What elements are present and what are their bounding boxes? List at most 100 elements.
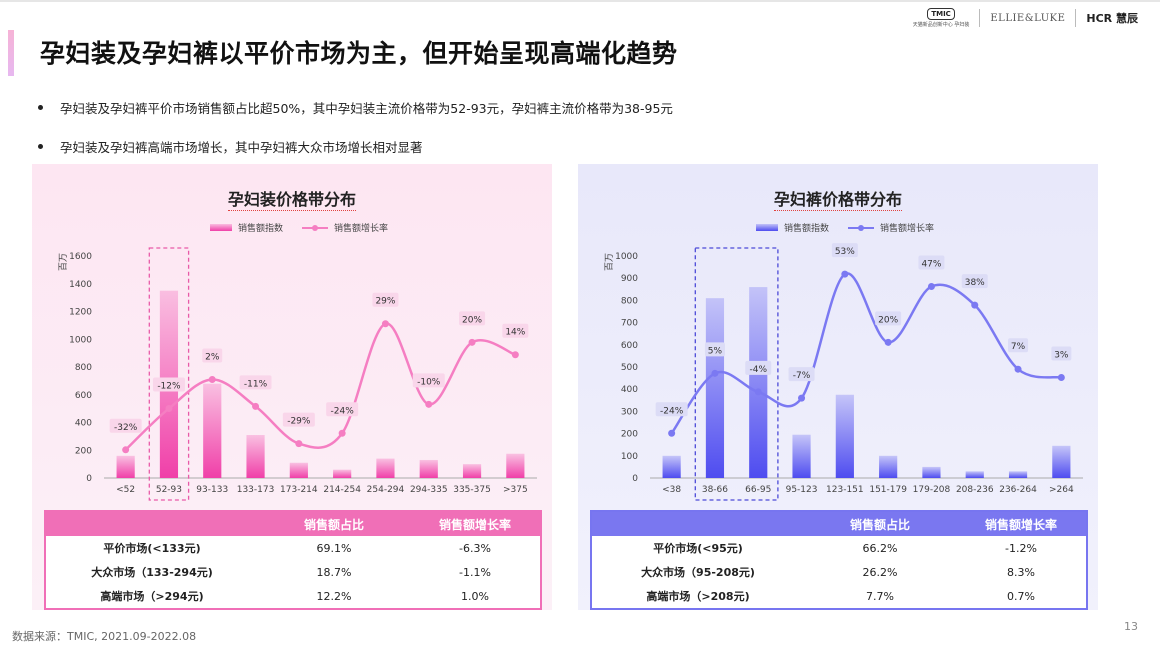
logo-group: TMIC 天猫新品创新中心 孕妇装 ELLIE&LUKE HCR 慧辰: [913, 8, 1138, 28]
table-cell: 12.2%: [258, 584, 410, 609]
x-tick-label: 236-264: [999, 485, 1037, 495]
x-tick-label: 335-375: [453, 485, 491, 495]
y-tick-label: 0: [632, 474, 638, 484]
bar: [376, 458, 395, 478]
bar: [922, 466, 941, 478]
data-label-bg: [202, 348, 223, 363]
growth-rate-label: -24%: [660, 406, 684, 416]
table-cell: 高端市场（>294元): [45, 584, 258, 609]
table-cell: -1.2%: [956, 536, 1087, 560]
growth-rate-label: 20%: [462, 315, 482, 325]
growth-rate-point: [971, 301, 979, 309]
x-tick-label: 38-66: [702, 485, 728, 495]
x-tick-label: 214-254: [323, 485, 361, 495]
table-cell: -6.3%: [410, 536, 541, 560]
x-tick-label: 208-236: [956, 485, 994, 495]
table-cell: 平价市场(<133元): [45, 536, 258, 560]
maternity-pants-panel: 孕妇裤价格带分布 销售额指数 销售额增长率 百万 0 100 200 300 400 500 60…: [578, 164, 1098, 610]
table-cell: 18.7%: [258, 560, 410, 584]
bullet-dot-icon: [38, 144, 43, 149]
y-axis-label: 百万: [604, 253, 615, 271]
x-tick-label: <38: [662, 485, 681, 495]
data-label-bg: [1008, 338, 1029, 353]
data-label-bg: [502, 323, 529, 338]
growth-rate-point: [927, 283, 935, 291]
y-tick-label: 1200: [69, 308, 92, 318]
y-tick-label: 100: [621, 452, 638, 462]
growth-rate-point: [381, 320, 389, 328]
data-source-note: 数据来源：TMIC, 2021.09-2022.08: [12, 630, 197, 643]
growth-rate-point: [425, 400, 433, 408]
chart-title: 孕妇装价格带分布: [227, 190, 356, 211]
table-header-row: 销售额占比 销售额增长率: [591, 511, 1087, 536]
x-tick-label: >264: [1049, 485, 1074, 495]
growth-rate-line: [670, 272, 1062, 434]
growth-rate-label: -32%: [114, 423, 138, 433]
tmic-logo-text: TMIC: [927, 8, 955, 20]
data-label-bg: [109, 418, 142, 433]
bar: [246, 434, 265, 478]
bar: [419, 459, 438, 478]
logo-divider: [1075, 9, 1077, 27]
legend-label: 销售额指数: [784, 222, 829, 234]
table-row: 平价市场(<133元) 69.1% -6.3%: [45, 536, 541, 560]
table-cell: 高端市场（>208元): [591, 584, 804, 609]
bar: [749, 287, 768, 478]
bar: [333, 469, 352, 478]
data-label-bg: [1051, 346, 1072, 361]
growth-rate-point: [884, 338, 892, 346]
table-row: 平价市场(<95元) 66.2% -1.2%: [591, 536, 1087, 560]
tmic-logo: TMIC 天猫新品创新中心 孕妇装: [913, 8, 969, 28]
x-tick-label: 93-133: [196, 485, 228, 495]
bullet-list: 孕妇装及孕妇裤平价市场销售额占比超50%，其中孕妇装主流价格带为52-93元，孕…: [38, 98, 673, 176]
data-label-bg: [412, 373, 445, 388]
y-tick-label: 300: [621, 407, 638, 417]
maternity-wear-panel: 孕妇装价格带分布 销售额指数 销售额增长率 百万 0 200 400 600 800 1000 1…: [32, 164, 552, 610]
bar: [289, 462, 308, 478]
growth-rate-point: [711, 369, 719, 377]
growth-rate-label: 14%: [505, 328, 525, 338]
bar: [506, 453, 525, 478]
bar: [792, 434, 811, 478]
x-tick-label: 133-173: [237, 485, 275, 495]
table-cell: -1.1%: [410, 560, 541, 584]
table-cell: 0.7%: [956, 584, 1087, 609]
y-tick-label: 1400: [69, 280, 92, 290]
growth-rate-point: [122, 446, 130, 454]
growth-rate-point: [841, 270, 849, 278]
growth-rate-label: 7%: [1011, 342, 1026, 352]
legend-line-marker: [312, 225, 318, 231]
y-tick-label: 900: [621, 274, 638, 284]
table-row: 高端市场（>294元) 12.2% 1.0%: [45, 584, 541, 609]
x-tick-label: 294-335: [410, 485, 448, 495]
x-tick-label: 95-123: [786, 485, 818, 495]
data-label-bg: [831, 243, 858, 258]
x-tick-label: 123-151: [826, 485, 864, 495]
title-accent-bar: [8, 30, 14, 76]
legend-label: 销售额指数: [238, 222, 283, 234]
y-tick-label: 0: [86, 474, 92, 484]
table-cell: 大众市场（133-294元): [45, 560, 258, 584]
x-tick-label: 254-294: [367, 485, 405, 495]
bar: [705, 298, 725, 478]
maternity-pants-table: 销售额占比 销售额增长率 平价市场(<95元) 66.2% -1.2% 大众市场…: [590, 510, 1088, 610]
y-tick-label: 800: [75, 363, 92, 373]
page-title: 孕妇装及孕妇裤以平价市场为主，但开始呈现高端化趋势: [40, 39, 678, 68]
table-cell: 26.2%: [804, 560, 956, 584]
table-header-row: 销售额占比 销售额增长率: [45, 511, 541, 536]
data-label-bg: [459, 311, 486, 326]
table-row: 大众市场（95-208元) 26.2% 8.3%: [591, 560, 1087, 584]
data-label-bg: [152, 377, 185, 392]
growth-rate-label: -11%: [244, 379, 268, 389]
bar: [462, 464, 482, 478]
data-label-bg: [875, 311, 902, 326]
x-tick-label: 173-214: [280, 485, 318, 495]
legend-line-marker: [858, 225, 864, 231]
x-tick-label: >375: [503, 485, 528, 495]
data-label-bg: [918, 255, 945, 270]
growth-rate-label: 2%: [205, 353, 220, 363]
bar: [879, 455, 898, 478]
growth-rate-point: [468, 338, 476, 346]
legend-label: 销售额增长率: [880, 222, 934, 234]
